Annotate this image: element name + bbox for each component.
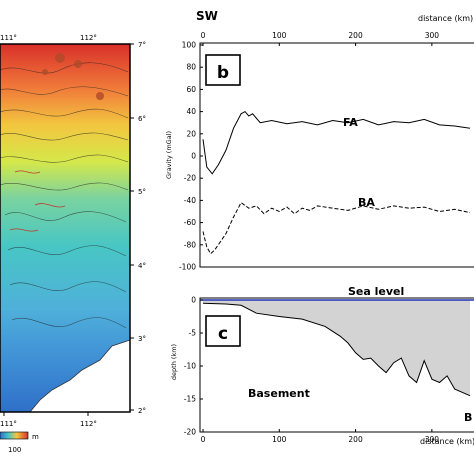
gravity-plot-frame <box>199 42 474 268</box>
depth-y-tick-label: 0 <box>191 296 196 305</box>
gravity-x-tick-label: 100 <box>272 31 287 40</box>
panel-letter-b: b <box>217 63 229 83</box>
gravity-y-tick-label: -80 <box>184 240 196 249</box>
depth-y-tick-label: -10 <box>184 362 196 371</box>
lat-label: 3° <box>138 335 146 343</box>
depth-x-tick-label: 200 <box>348 435 363 444</box>
series-line-ba <box>202 201 471 255</box>
depth-y-tick-label: -20 <box>184 428 196 437</box>
gravity-y-tick-label: 0 <box>191 152 196 161</box>
gravity-y-tick-label: 60 <box>186 85 196 94</box>
map-contours <box>0 62 129 329</box>
gravity-x-ticks: 0 100 200 300 <box>201 31 440 46</box>
gravity-y-ticks: 100 80 60 40 20 0 -20 -40 -60 -80 -100 <box>179 41 203 272</box>
panel-letter-box-b <box>205 54 241 86</box>
sea-level-label: Sea level <box>348 285 404 298</box>
lon-label-top: 111° <box>0 34 17 42</box>
basement-label-b: B <box>464 411 472 424</box>
map-frame <box>0 43 131 413</box>
lat-label: 2° <box>138 407 146 415</box>
series-label-fa: FA <box>343 116 358 129</box>
top-distance-label: distance (km) <box>418 14 473 23</box>
gravity-y-tick-label: 100 <box>182 41 197 50</box>
basement-line <box>202 302 471 397</box>
map-ticks <box>3 43 134 416</box>
coastline <box>29 339 131 413</box>
gravity-y-tick-label: 20 <box>186 129 196 138</box>
depth-x-ticks: 0 100 200 300 <box>201 429 440 444</box>
gravity-x-tick-label: 300 <box>425 31 440 40</box>
series-label-ba: BA <box>358 196 375 209</box>
depth-chart: 0 -5 -10 -15 -20 0 100 200 300 depth (km) Sea l… <box>170 285 474 446</box>
land-area <box>30 340 130 412</box>
color-scale-bar <box>0 431 29 440</box>
basement-area <box>203 300 470 396</box>
scale-unit: m <box>32 433 39 441</box>
basement-label: Basement <box>248 387 310 400</box>
lat-label: 5° <box>138 188 146 196</box>
lat-label: 7° <box>138 41 146 49</box>
gravity-y-tick-label: -100 <box>179 263 196 272</box>
map-highs <box>42 53 104 100</box>
depth-x-tick-label: 100 <box>272 435 287 444</box>
depth-y-tick-label: -5 <box>189 329 197 338</box>
lon-label-top: 112° <box>80 34 97 42</box>
series-line-fa <box>202 110 471 175</box>
bottom-distance-label: distance (km) <box>420 437 474 446</box>
gravity-x-tick-label: 0 <box>201 31 206 40</box>
lat-label: 4° <box>138 262 146 270</box>
depth-x-tick-label: 300 <box>425 435 440 444</box>
gravity-y-tick-label: -20 <box>184 174 196 183</box>
gravity-y-tick-label: -40 <box>184 196 196 205</box>
depth-y-label: depth (km) <box>170 344 178 380</box>
lat-labels: 7° 6° 5° 4° 3° 2° <box>138 41 146 415</box>
gravity-y-label: Gravity (mGal) <box>165 131 173 179</box>
depth-y-tick-label: -15 <box>184 395 196 404</box>
scale-tick: 100 <box>8 446 21 454</box>
map-red-contours <box>9 170 66 232</box>
lon-label: 111° <box>0 420 17 428</box>
lon-label: 112° <box>80 420 97 428</box>
gravity-y-tick-label: 40 <box>186 107 196 116</box>
gravity-x-tick-label: 200 <box>348 31 363 40</box>
direction-label: SW <box>196 9 218 23</box>
gravity-y-tick-label: -60 <box>184 218 196 227</box>
gravity-y-tick-label: 80 <box>186 63 196 72</box>
lon-labels: 111° 112° 112° 111° <box>0 34 97 428</box>
map-panel: 7° 6° 5° 4° 3° 2° 111° 112° 112° 111° m … <box>0 34 146 454</box>
panel-letter-c: c <box>218 324 228 344</box>
lat-label: 6° <box>138 115 146 123</box>
depth-x-tick-label: 0 <box>201 435 206 444</box>
panel-letter-box-c <box>205 315 241 347</box>
